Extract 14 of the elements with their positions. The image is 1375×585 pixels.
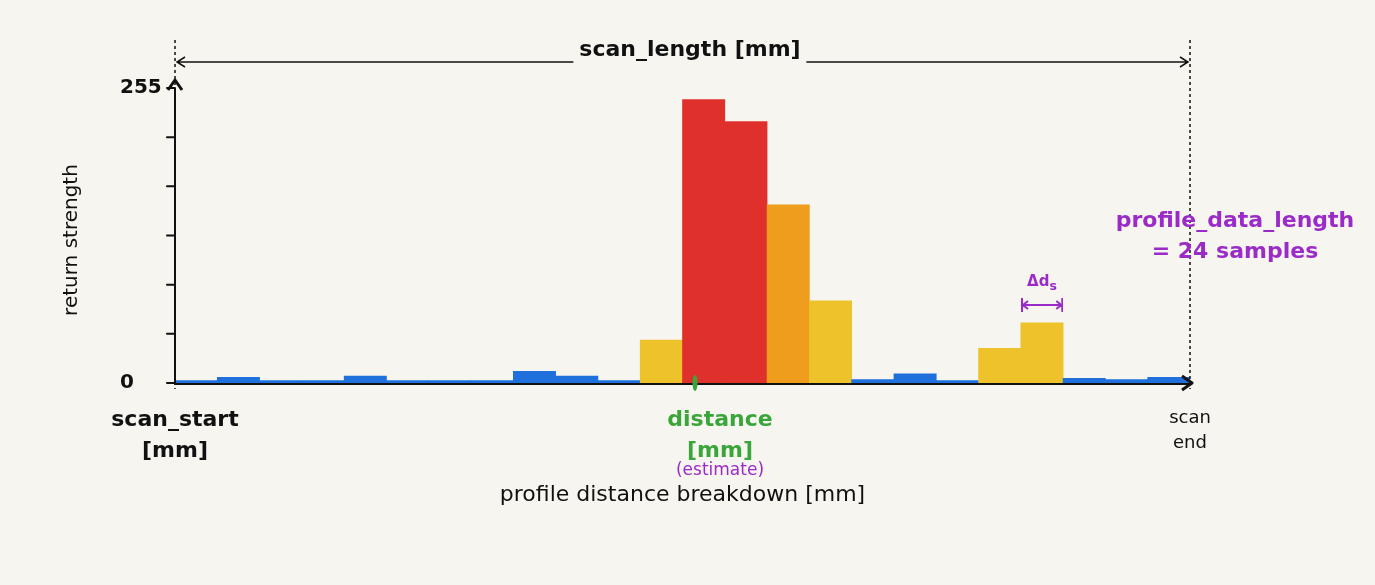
y-axis-title: return strength (58, 164, 82, 316)
bar (809, 300, 852, 383)
text: scan_length [mm] (573, 34, 807, 65)
y-tick-label: 255 (120, 74, 162, 99)
text: distance [mm] (667, 405, 773, 462)
bar (639, 339, 683, 383)
annotation: Δd$_{s}$ (1027, 270, 1057, 295)
y-tick-label: 0 (120, 369, 134, 394)
x-axis-title: profile distance breakdown [mm] (499, 480, 866, 506)
text: scan_start [mm] (111, 405, 239, 464)
text: scan end (1169, 405, 1211, 455)
annotation: profile_data_length = 24 samples (1115, 206, 1355, 265)
bar (766, 204, 810, 383)
text: (estimate) (675, 459, 765, 481)
